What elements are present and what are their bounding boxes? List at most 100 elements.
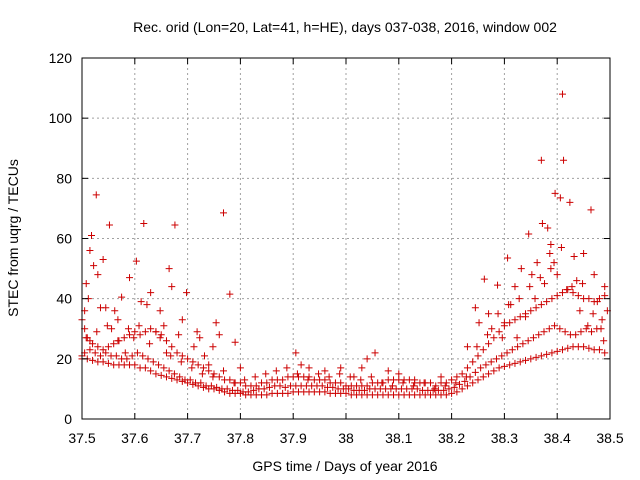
- data-point: [553, 292, 561, 300]
- data-point: [114, 316, 122, 324]
- y-tick-label: 60: [56, 231, 72, 247]
- data-point: [215, 331, 223, 339]
- x-tick-label: 38.3: [491, 430, 518, 446]
- x-tick-labels: 37.5 37.6 37.7 37.8 37.9 38 38.1 38.2 38.3 38.4 38…: [68, 430, 623, 446]
- data-point: [112, 352, 120, 360]
- data-point: [155, 361, 163, 369]
- data-point: [131, 361, 139, 369]
- data-point: [190, 343, 198, 351]
- data-point: [395, 370, 403, 378]
- data-point: [601, 349, 609, 357]
- data-point: [124, 325, 132, 333]
- data-point: [184, 355, 192, 363]
- data-point: [517, 265, 525, 273]
- data-point: [514, 343, 522, 351]
- data-point: [426, 379, 434, 387]
- data-point: [504, 254, 512, 262]
- data-point: [168, 283, 176, 291]
- data-point: [220, 209, 228, 217]
- data-point: [515, 295, 523, 303]
- data-point: [167, 352, 175, 360]
- data-point: [357, 376, 365, 384]
- data-point: [479, 346, 487, 354]
- data-point: [126, 274, 134, 282]
- data-point: [297, 361, 305, 369]
- data-point: [593, 325, 601, 333]
- data-point: [508, 346, 516, 354]
- data-point: [157, 331, 165, 339]
- data-point: [315, 370, 323, 378]
- data-point: [576, 307, 584, 315]
- data-point: [137, 298, 145, 306]
- data-point: [431, 385, 439, 393]
- data-point: [89, 356, 97, 364]
- data-point: [241, 376, 249, 384]
- data-point: [550, 259, 558, 267]
- data-point: [500, 322, 508, 330]
- data-point: [120, 334, 128, 342]
- data-point: [442, 379, 450, 387]
- data-point: [345, 385, 353, 393]
- data-point: [236, 364, 244, 372]
- data-point: [371, 349, 379, 357]
- data-point: [388, 382, 396, 390]
- data-point: [537, 352, 545, 360]
- data-point: [453, 373, 461, 381]
- data-point: [556, 194, 564, 202]
- data-point: [553, 347, 561, 355]
- data-point: [152, 370, 160, 378]
- data-point: [479, 373, 487, 381]
- data-point: [104, 343, 112, 351]
- data-point: [178, 352, 186, 360]
- data-point: [94, 343, 102, 351]
- data-point: [168, 374, 176, 382]
- data-point: [580, 343, 588, 351]
- data-point: [200, 352, 208, 360]
- data-point: [346, 373, 354, 381]
- data-point: [230, 379, 238, 387]
- data-point: [589, 310, 597, 318]
- x-tick-label: 37.5: [68, 430, 95, 446]
- x-tick-label: 38.5: [596, 430, 623, 446]
- data-point: [251, 373, 259, 381]
- data-point: [526, 283, 534, 291]
- data-point: [399, 379, 407, 387]
- data-point: [540, 328, 548, 336]
- x-tick-label: 38.4: [544, 430, 571, 446]
- data-point: [548, 349, 556, 357]
- x-tick-label: 37.9: [280, 430, 307, 446]
- data-point: [573, 277, 581, 285]
- y-tick-labels: 0 20 40 60 80 100 120: [49, 50, 73, 427]
- data-point: [445, 385, 453, 393]
- data-point: [146, 340, 154, 348]
- data-point: [533, 259, 541, 267]
- data-point: [601, 283, 609, 291]
- chart-title: Rec. orid (Lon=20, Lat=41, h=HE), days 0…: [133, 19, 557, 35]
- x-tick-label: 38: [338, 430, 354, 446]
- data-point: [168, 343, 176, 351]
- data-point: [209, 373, 217, 381]
- y-tick-label: 80: [56, 170, 72, 186]
- data-point: [574, 292, 582, 300]
- data-point: [590, 298, 598, 306]
- data-point: [358, 364, 366, 372]
- data-point: [149, 358, 157, 366]
- data-point: [448, 389, 456, 397]
- x-tick-label: 37.7: [174, 430, 201, 446]
- data-point: [157, 371, 165, 379]
- data-point: [463, 364, 471, 372]
- data-point: [162, 349, 170, 357]
- data-point: [463, 343, 471, 351]
- data-point: [143, 301, 151, 309]
- data-point: [545, 325, 553, 333]
- data-point: [471, 304, 479, 312]
- data-point: [456, 380, 464, 388]
- data-point: [236, 379, 244, 387]
- data-point: [558, 90, 566, 98]
- data-point: [558, 289, 566, 297]
- data-point: [94, 271, 102, 279]
- data-point: [234, 386, 242, 394]
- data-point: [568, 283, 576, 291]
- data-point: [186, 376, 194, 384]
